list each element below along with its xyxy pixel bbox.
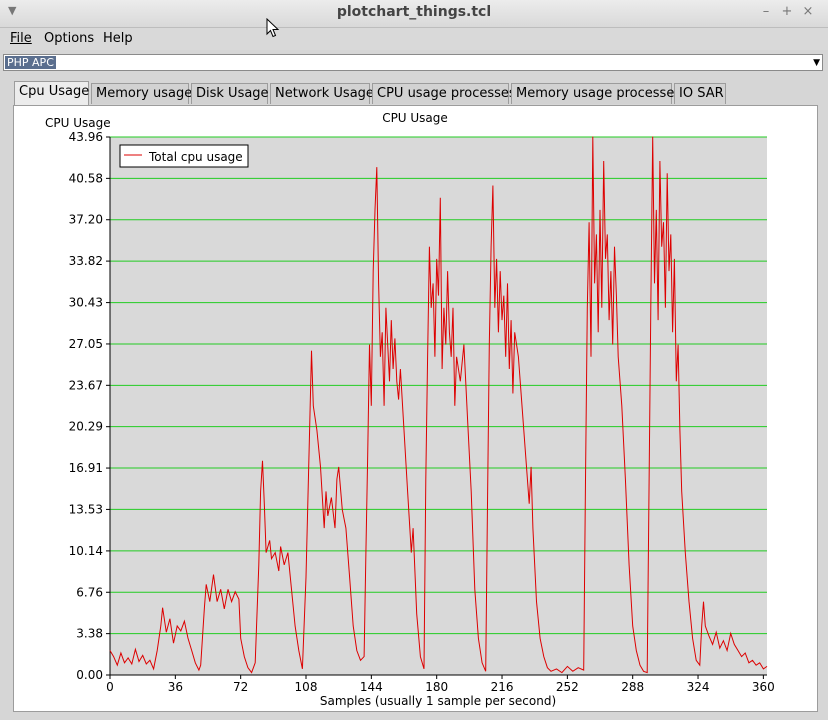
y-tick-label: 20.29 (69, 420, 103, 434)
y-tick-label: 30.43 (69, 296, 103, 310)
y-tick-label: 40.58 (69, 171, 103, 185)
x-tick-label: 180 (425, 680, 448, 694)
tab-cpu-usage[interactable]: Cpu Usage (14, 81, 89, 105)
menu-help[interactable]: Help (103, 31, 133, 46)
x-axis-title: Samples (usually 1 sample per second) (320, 694, 556, 708)
maximize-icon[interactable]: + (781, 4, 793, 19)
dropdown-arrow-icon[interactable]: ▼ (813, 58, 820, 68)
y-tick-labels: 0.00 3.38 6.76 10.14 13.53 16.91 20.29 23.67 27.… (69, 130, 103, 682)
x-tick-label: 144 (360, 680, 383, 694)
chart-title: CPU Usage (382, 111, 448, 125)
x-tick-labels: 0 36 72 108 144 180 216 252 288 324 360 (106, 680, 775, 694)
y-tick-label: 33.82 (69, 254, 103, 268)
x-tick-label: 108 (295, 680, 318, 694)
x-tick-label: 72 (233, 680, 248, 694)
legend: Total cpu usage (119, 144, 249, 168)
y-tick-label: 37.20 (69, 213, 103, 227)
x-tick-label: 252 (556, 680, 579, 694)
y-tick-label: 23.67 (69, 378, 103, 392)
window-menu-icon[interactable]: ▼ (8, 4, 17, 17)
legend-label: Total cpu usage (148, 150, 243, 164)
window-title: plotchart_things.tcl (336, 4, 492, 20)
cpu-usage-chart: 0 36 72 108 144 180 216 252 288 324 360 0.00 3.38 6.… (45, 111, 775, 708)
tab-memory-usage-processes[interactable]: Memory usage processes (511, 83, 681, 104)
menu-file[interactable]: File (10, 31, 32, 46)
title-bar[interactable]: ▼ plotchart_things.tcl – + × (0, 0, 828, 28)
host-selector[interactable]: PHP APC ▼ (3, 54, 823, 71)
minimize-icon[interactable]: – (762, 4, 770, 19)
tab-panel: 0 36 72 108 144 180 216 252 288 324 360 0.00 3.38 6.… (13, 105, 818, 712)
x-tick-label: 324 (687, 680, 710, 694)
y-tick-label: 6.76 (76, 585, 103, 599)
y-tick-label: 16.91 (69, 461, 103, 475)
tab-io-sar[interactable]: IO SAR (674, 83, 726, 104)
series-line-total-cpu-usage (109, 136, 768, 674)
x-tick-label: 0 (106, 680, 114, 694)
x-tick-label: 216 (491, 680, 514, 694)
x-tick-label: 36 (168, 680, 183, 694)
y-tick-label: 43.96 (69, 130, 103, 144)
tab-cpu-usage-processes[interactable]: CPU usage processes (372, 83, 516, 104)
menu-options-label: Options (44, 31, 95, 46)
menu-options[interactable]: Options (44, 31, 94, 46)
menu-help-label: Help (103, 31, 133, 46)
y-tick-label: 3.38 (76, 627, 103, 641)
menu-file-label: File (10, 31, 32, 46)
x-tick-label: 288 (621, 680, 644, 694)
plot-area (110, 137, 767, 675)
grid-lines (106, 136, 767, 679)
tab-network-usage[interactable]: Network Usage (270, 83, 374, 104)
y-tick-label: 13.53 (69, 502, 103, 516)
y-tick-label: 10.14 (69, 544, 103, 558)
tab-disk-usage[interactable]: Disk Usage (191, 83, 269, 104)
y-axis-title: CPU Usage (45, 116, 111, 130)
tab-memory-usage[interactable]: Memory usage (91, 83, 192, 104)
close-icon[interactable]: × (802, 4, 814, 19)
menu-bar: File Options Help (0, 28, 828, 50)
axes (109, 137, 767, 676)
legend-box (119, 144, 249, 168)
y-tick-label: 0.00 (76, 668, 103, 682)
x-tick-label: 360 (752, 680, 775, 694)
host-selector-value: PHP APC (5, 56, 56, 69)
mouse-cursor-icon (266, 18, 280, 38)
y-tick-label: 27.05 (69, 337, 103, 351)
